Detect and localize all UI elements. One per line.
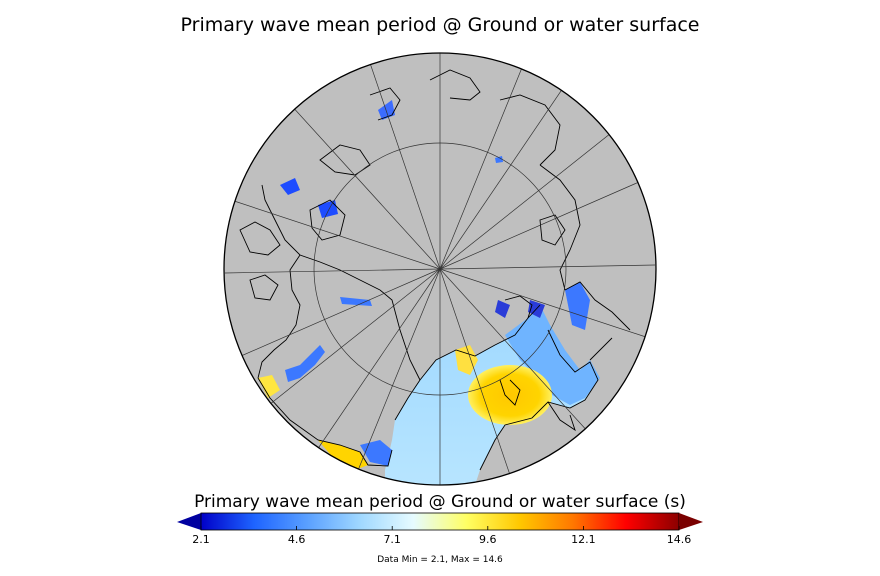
colorbar-tick-marks [200, 526, 680, 530]
colorbar-tick-label: 4.6 [287, 533, 306, 546]
labrador-patch [258, 375, 280, 398]
arctic-patch-d [565, 282, 590, 330]
meridians [224, 53, 656, 485]
map-title: Primary wave mean period @ Ground or wat… [180, 14, 700, 36]
baffin-strip [285, 345, 325, 382]
colorbar-tick-label: 9.6 [479, 533, 497, 546]
parallel-circle [313, 142, 567, 396]
hudson-patch [318, 440, 368, 470]
colorbar-over-arrow [679, 513, 703, 530]
norwegian-sea-blue [505, 305, 600, 405]
colorbar-tick-label: 14.6 [666, 533, 692, 546]
colorbar-tick-label: 2.1 [192, 533, 210, 546]
colorbar-gradient [200, 512, 680, 531]
colorbar-label: Primary wave mean period @ Ground or wat… [194, 492, 686, 512]
arctic-patch-f [495, 156, 503, 163]
colorbar-under-arrow [177, 513, 201, 530]
arctic-patch-a [280, 178, 300, 195]
map-boundary [223, 52, 657, 486]
arctic-patch-e [340, 297, 372, 306]
north-sea-patch [455, 345, 478, 375]
data-min-max: Data Min = 2.1, Max = 14.6 [377, 555, 503, 565]
colorbar-tick-label: 12.1 [571, 533, 596, 546]
arctic-patch-b [318, 200, 338, 218]
high-period-core [468, 365, 552, 425]
coastlines [239, 69, 631, 471]
colorbar-tick-label: 7.1 [383, 533, 401, 546]
